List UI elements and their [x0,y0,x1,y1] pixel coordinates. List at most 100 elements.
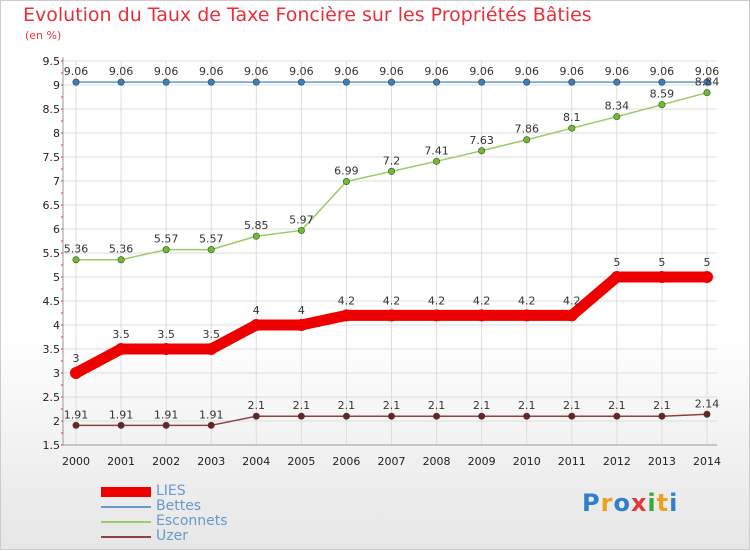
data-label-esconnets: 8.59 [650,88,675,101]
data-point-uzer [568,412,576,420]
data-point-esconnets [433,157,441,165]
data-point-bettes [703,78,711,86]
data-label-lies: 5 [613,256,620,269]
y-tick-label: 7.5 [43,151,61,164]
data-point-esconnets [72,256,80,264]
data-label-esconnets: 6.99 [334,164,359,177]
chart-title: Evolution du Taux de Taxe Foncière sur l… [23,4,592,26]
data-label-lies: 3 [73,352,80,365]
data-label-bettes: 9.06 [469,65,494,78]
proxiti-logo: Proxiti [582,489,678,517]
data-point-uzer [613,412,621,420]
data-point-esconnets [387,167,395,175]
data-label-uzer: 1.91 [199,408,224,421]
series-layer [70,78,713,429]
y-tick-label: 8 [53,127,60,140]
data-label-bettes: 9.06 [289,65,314,78]
logo-letter: o [613,489,631,517]
y-tick-label: 3.5 [43,343,61,356]
data-point-uzer [252,412,260,420]
data-point-bettes [433,78,441,86]
data-point-lies [520,309,533,322]
data-label-lies: 4.2 [428,294,446,307]
data-point-esconnets [523,136,531,144]
data-label-bettes: 9.06 [560,65,585,78]
data-label-layer: 9.06 9.06 9.06 9.06 9.06 9.06 9.06 9.06 9.06 9.06… [64,65,720,421]
data-label-uzer: 1.91 [154,408,179,421]
data-point-esconnets [117,256,125,264]
data-point-lies [340,309,353,322]
x-tick-label: 2003 [197,455,225,468]
x-tick-label: 2001 [107,455,135,468]
data-point-uzer [162,421,170,429]
data-point-lies [475,309,488,322]
legend-label-uzer: Uzer [156,528,188,544]
x-tick-label: 2009 [468,455,496,468]
data-point-esconnets [613,113,621,121]
y-tick-label: 8.5 [43,103,61,116]
data-label-bettes: 9.06 [695,65,720,78]
data-point-esconnets [568,124,576,132]
data-label-esconnets: 5.97 [289,213,314,226]
legend-label-esconnets: Esconnets [156,513,228,529]
data-label-uzer: 2.1 [293,399,311,412]
data-label-esconnets: 8.1 [563,111,581,124]
legend-swatch-uzer [101,536,151,538]
data-point-esconnets [252,232,260,240]
data-point-uzer [433,412,441,420]
data-label-bettes: 9.06 [379,65,404,78]
data-point-bettes [162,78,170,86]
data-label-uzer: 2.1 [338,399,356,412]
data-label-lies: 4.2 [518,294,536,307]
data-point-bettes [658,78,666,86]
data-point-bettes [387,78,395,86]
data-label-uzer: 2.1 [608,399,626,412]
data-point-lies [430,309,443,322]
data-label-esconnets: 8.34 [605,100,630,113]
data-label-bettes: 9.06 [650,65,675,78]
legend-swatch-lies [101,487,151,497]
data-point-bettes [568,78,576,86]
logo-letter: i [669,489,679,517]
legend-label-bettes: Bettes [156,498,202,514]
data-point-lies [160,343,173,355]
data-point-esconnets [658,101,666,109]
x-tick-label: 2013 [648,455,676,468]
data-label-uzer: 2.1 [563,399,581,412]
data-point-esconnets [207,246,215,254]
x-tick-label: 2011 [558,455,586,468]
data-label-lies: 5 [704,256,711,269]
y-tick-label: 2 [53,415,60,428]
data-point-lies [250,319,263,331]
y-tick-label: 5 [53,271,60,284]
data-label-bettes: 9.06 [109,65,134,78]
data-label-esconnets: 8.84 [695,76,720,89]
data-point-uzer [478,412,486,420]
data-label-uzer: 2.1 [518,399,536,412]
data-point-lies [610,271,623,283]
data-point-lies [115,343,128,355]
data-label-lies: 4.2 [563,294,581,307]
logo-letter: P [582,489,601,517]
logo-letter: r [600,489,614,517]
data-label-lies: 3.5 [157,328,175,341]
x-tick-label: 2005 [287,455,315,468]
data-point-esconnets [162,246,170,254]
data-label-lies: 4.2 [473,294,491,307]
data-point-uzer [72,421,80,429]
y-tick-label: 6.5 [43,199,61,212]
data-label-bettes: 9.06 [514,65,539,78]
y-tick-label: 5.5 [43,247,61,260]
data-label-uzer: 2.1 [248,399,266,412]
data-point-bettes [252,78,260,86]
data-label-esconnets: 5.57 [154,233,179,246]
data-point-esconnets [703,89,711,97]
data-point-bettes [207,78,215,86]
x-tick-label: 2002 [152,455,180,468]
x-tick-label: 2007 [378,455,406,468]
data-point-lies [70,367,82,379]
y-tick-label: 2.5 [43,391,61,404]
